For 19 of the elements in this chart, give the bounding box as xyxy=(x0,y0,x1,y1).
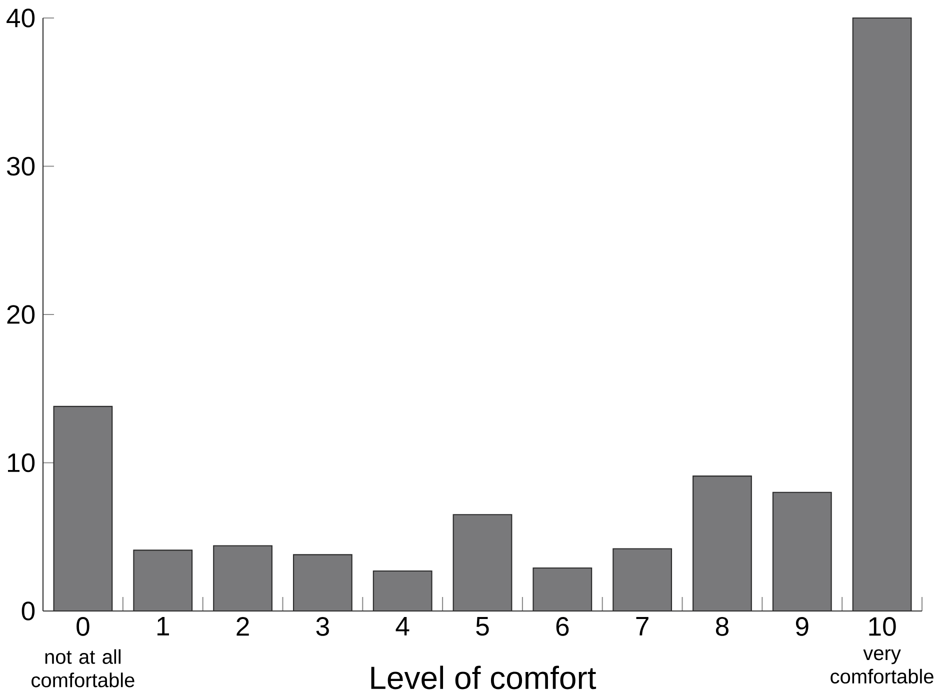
text: not at all comfortable xyxy=(32,649,134,688)
x-tick-label: 7 xyxy=(636,617,648,636)
y-tick-label: 40 xyxy=(6,8,35,28)
x-tick-label: 5 xyxy=(476,617,489,636)
x-tick-label: 8 xyxy=(716,617,728,636)
x-tick-label: 4 xyxy=(396,617,410,636)
x-tick-label: 0 xyxy=(76,617,90,636)
x-tick-label: 10 xyxy=(869,617,896,636)
x-tick-label: 3 xyxy=(316,617,329,636)
x-tick-label: 1 xyxy=(157,617,169,636)
y-tick-label: 10 xyxy=(8,453,35,472)
x-axis-title: Level of comfort xyxy=(371,666,596,690)
y-tick-label: 20 xyxy=(7,305,35,324)
x-tick-label: 6 xyxy=(556,617,569,636)
y-tick-label: 0 xyxy=(22,602,35,620)
text: very comfortable xyxy=(830,649,934,684)
y-tick-label: 30 xyxy=(6,156,35,176)
x-tick-label: 2 xyxy=(236,617,249,636)
x-tick-label: 9 xyxy=(796,617,808,636)
